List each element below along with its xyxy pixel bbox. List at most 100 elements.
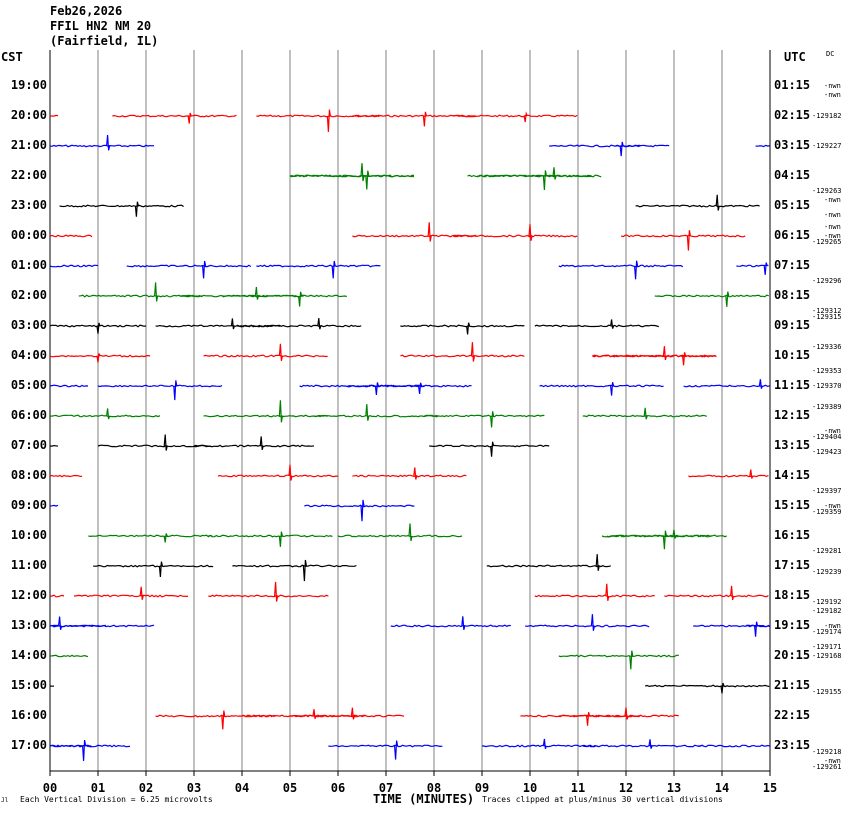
trace-segment-46 bbox=[203, 414, 328, 418]
trace-segment-25 bbox=[222, 294, 347, 298]
trace-segment-91 bbox=[49, 744, 131, 748]
trace-spike-72 bbox=[58, 616, 63, 630]
trace-segment-30 bbox=[155, 324, 280, 328]
x-tick-label: 15 bbox=[762, 781, 778, 795]
x-tick-label: 00 bbox=[42, 781, 58, 795]
trace-spike-50 bbox=[259, 436, 264, 450]
trace-segment-2 bbox=[453, 114, 578, 118]
trace-spike-32 bbox=[96, 322, 101, 334]
right-time-label: 23:15 bbox=[774, 738, 811, 752]
trace-segment-49 bbox=[429, 444, 550, 448]
dc-value-label: -129336 bbox=[812, 343, 842, 351]
trace-spike-19 bbox=[202, 260, 207, 279]
trace-spike-84 bbox=[624, 707, 629, 720]
trace-segment-48 bbox=[582, 414, 707, 418]
dc-value-label: -129353 bbox=[812, 367, 842, 375]
trace-spike-91 bbox=[82, 739, 87, 761]
trace-segment-40 bbox=[49, 384, 89, 388]
trace-segment-65 bbox=[232, 564, 357, 568]
trace-segment-78 bbox=[49, 654, 89, 658]
trace-spike-2 bbox=[523, 111, 528, 123]
dc-value-label: -nwn bbox=[824, 211, 841, 219]
x-tick-label: 02 bbox=[138, 781, 154, 795]
trace-segment-84 bbox=[558, 714, 679, 718]
trace-segment-31 bbox=[534, 324, 659, 328]
chart-date: Feb26,2026 bbox=[50, 4, 123, 18]
right-time-label: 20:15 bbox=[774, 648, 811, 662]
trace-spike-44 bbox=[106, 408, 111, 420]
trace-spike-80 bbox=[720, 682, 725, 694]
trace-segment-62 bbox=[337, 534, 463, 538]
right-time-label: 11:15 bbox=[774, 378, 811, 392]
trace-spike-31 bbox=[610, 319, 615, 329]
trace-spike-6 bbox=[619, 141, 624, 157]
left-time-label: 20:00 bbox=[10, 108, 47, 122]
left-time-label: 21:00 bbox=[10, 138, 47, 152]
dc-value-label: -nwn bbox=[824, 82, 841, 90]
right-time-label: 06:15 bbox=[774, 228, 811, 242]
right-time-label: 10:15 bbox=[774, 348, 811, 362]
right-time-label: 13:15 bbox=[774, 438, 811, 452]
left-time-label: 16:00 bbox=[10, 708, 47, 722]
x-axis-title: TIME (MINUTES) bbox=[373, 792, 475, 806]
dc-value-label: -129370 bbox=[812, 382, 842, 390]
trace-spike-67 bbox=[139, 586, 144, 600]
trace-spike-10 bbox=[360, 163, 365, 182]
x-tick-label: 03 bbox=[186, 781, 202, 795]
x-tick-label: 05 bbox=[282, 781, 298, 795]
x-tick-label: 12 bbox=[618, 781, 634, 795]
dc-value-label: -nwn bbox=[824, 757, 841, 765]
trace-spike-65 bbox=[302, 559, 307, 582]
right-time-label: 04:15 bbox=[774, 168, 811, 182]
left-time-label: 02:00 bbox=[10, 288, 47, 302]
right-time-label: 01:15 bbox=[774, 78, 811, 92]
right-time-label: 14:15 bbox=[774, 468, 811, 482]
dc-value-label: -129174 bbox=[812, 628, 842, 636]
trace-spike-37 bbox=[682, 352, 687, 366]
left-time-label: 13:00 bbox=[10, 618, 47, 632]
trace-spike-24 bbox=[254, 286, 259, 300]
dc-value-label: -nwn bbox=[824, 427, 841, 435]
right-time-label: 18:15 bbox=[774, 588, 811, 602]
left-time-label: 01:00 bbox=[10, 258, 47, 272]
trace-spike-3 bbox=[326, 109, 331, 132]
trace-spike-63 bbox=[672, 529, 677, 539]
trace-spike-61 bbox=[163, 533, 168, 543]
trace-segment-39 bbox=[347, 384, 472, 388]
dc-value-label: -nwn bbox=[824, 196, 841, 204]
trace-segment-50 bbox=[193, 444, 315, 448]
trace-segment-75 bbox=[49, 624, 155, 628]
trace-segment-63 bbox=[606, 534, 728, 538]
right-time-label: 08:15 bbox=[774, 288, 811, 302]
trace-spike-39 bbox=[418, 382, 423, 394]
trace-segment-60 bbox=[208, 534, 333, 538]
left-time-label: 14:00 bbox=[10, 648, 47, 662]
dc-value-label: -129171 bbox=[812, 643, 842, 651]
dc-value-label: -129397 bbox=[812, 487, 842, 495]
trace-segment-7 bbox=[616, 144, 641, 148]
left-time-label: 22:00 bbox=[10, 168, 47, 182]
trace-spike-14 bbox=[715, 194, 720, 211]
dc-value-label: -129389 bbox=[812, 403, 842, 411]
right-time-label: 07:15 bbox=[774, 258, 811, 272]
station-code: FFIL HN2 NM 20 bbox=[50, 19, 152, 33]
trace-spike-60 bbox=[278, 531, 283, 547]
left-time-label: 07:00 bbox=[10, 438, 47, 452]
dc-value-label: -129182 bbox=[812, 607, 842, 615]
trace-spike-68 bbox=[274, 581, 279, 602]
trace-spike-5 bbox=[187, 112, 192, 124]
x-tick-label: 10 bbox=[522, 781, 538, 795]
trace-spike-77 bbox=[754, 621, 759, 637]
left-time-label: 06:00 bbox=[10, 408, 47, 422]
station-location: (Fairfield, IL) bbox=[50, 34, 159, 48]
trace-segment-86 bbox=[155, 714, 276, 718]
trace-segment-19 bbox=[126, 264, 252, 268]
clip-note: Traces clipped at plus/minus 30 vertical… bbox=[482, 795, 723, 804]
dc-value-label: -nwn bbox=[824, 622, 841, 630]
trace-spike-23 bbox=[634, 260, 639, 280]
trace-segment-52 bbox=[49, 444, 59, 447]
trace-segment-89 bbox=[482, 744, 597, 748]
trace-spike-42 bbox=[610, 382, 615, 396]
trace-spike-38 bbox=[374, 382, 379, 395]
